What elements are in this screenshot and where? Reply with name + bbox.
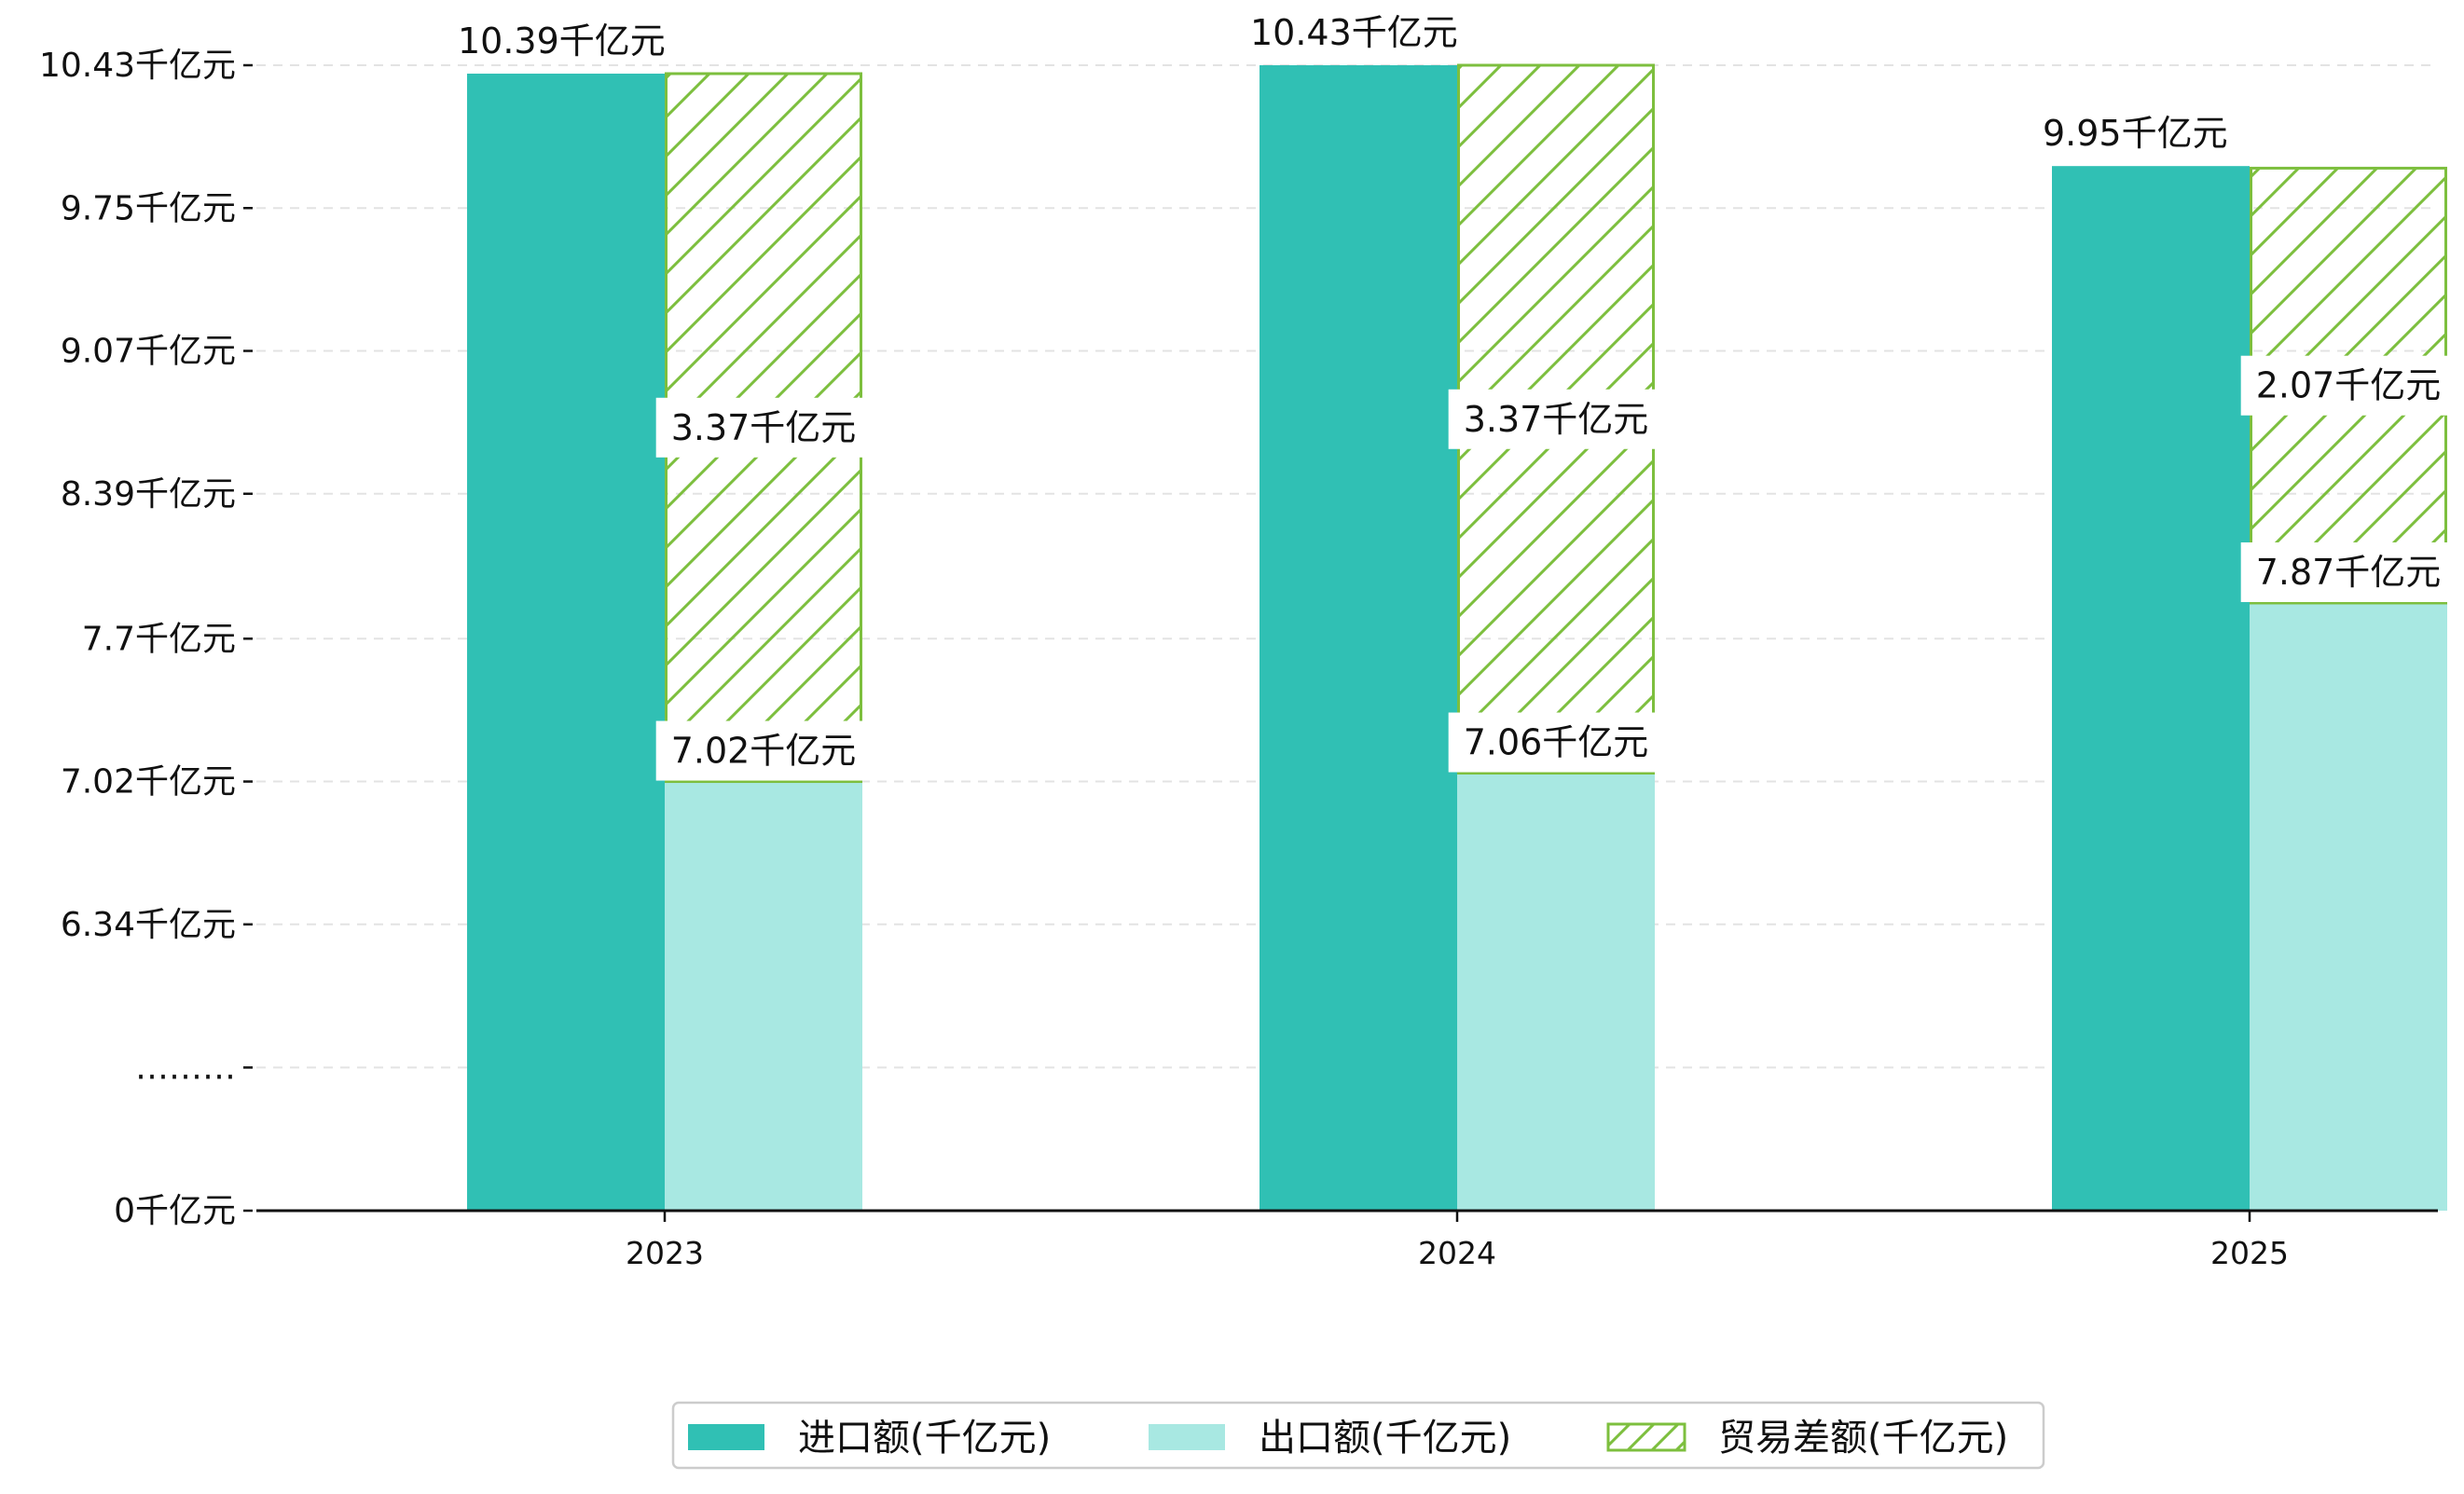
axes-layer: 0千亿元 ……… 6.34千亿元 7.02千亿元 7.7千亿元 8.39千亿元 9.07千亿… [39, 47, 2438, 1271]
data-label-box [655, 397, 872, 458]
legend: 进口额(千亿元) 出口额(千亿元) 贸易差额(千亿元) [671, 1401, 2045, 1470]
data-label-trade-balance: 3.37千亿元 [1464, 399, 1649, 440]
legend-label-2: 贸易差额(千亿元) [1718, 1417, 2008, 1460]
bar-import-2024 [1260, 65, 1457, 1211]
legend-label-1: 出口额(千亿元) [1259, 1417, 1511, 1460]
data-label-trade-balance: 2.07千亿元 [2256, 365, 2442, 406]
legend-label-0: 进口额(千亿元) [798, 1417, 1051, 1460]
x-tick-label: 2023 [626, 1235, 704, 1271]
bar-import-2025 [2052, 166, 2250, 1212]
data-label-box [1448, 389, 1664, 449]
y-tick-label: ……… [135, 1049, 236, 1087]
bar-export-2025 [2250, 602, 2447, 1211]
data-label-export: 7.87千亿元 [2256, 552, 2442, 593]
bar-export-2023 [665, 781, 862, 1211]
data-label-export: 7.02千亿元 [671, 731, 857, 772]
data-label-box [2240, 541, 2457, 602]
y-tick-label: 9.75千亿元 [61, 189, 236, 227]
data-label-box [1448, 712, 1664, 773]
data-label-trade-balance: 3.37千亿元 [671, 407, 857, 448]
y-tick-label: 10.43千亿元 [39, 47, 236, 85]
data-label-box [655, 720, 872, 781]
x-tick-label: 2024 [1418, 1235, 1496, 1271]
y-tick-label: 6.34千亿元 [61, 906, 236, 944]
data-label-import: 10.39千亿元 [458, 21, 666, 62]
data-label-export: 7.06千亿元 [1464, 722, 1649, 763]
legend-swatch-2 [1606, 1422, 1686, 1452]
bars-layer [467, 63, 2447, 1212]
x-tick-label: 2025 [2210, 1235, 2289, 1271]
legend-frame [671, 1401, 2045, 1470]
data-label-box [2240, 355, 2457, 416]
y-tick-label: 9.07千亿元 [61, 333, 236, 371]
legend-swatch-1 [1149, 1424, 1225, 1450]
bar-import-2023 [467, 74, 665, 1212]
legend-swatch-0 [688, 1424, 764, 1450]
data-label-import: 9.95千亿元 [2043, 113, 2228, 154]
y-tick-label: 7.02千亿元 [61, 763, 236, 802]
y-tick-label: 7.7千亿元 [82, 620, 236, 658]
data-label-import: 10.43千亿元 [1250, 12, 1458, 53]
data-labels-layer: 10.39千亿元 7.02千亿元 3.37千亿元 10.43千亿元 7.06千亿元 3.3… [458, 12, 2457, 781]
bar-export-2024 [1457, 773, 1655, 1211]
y-tick-label: 8.39千亿元 [61, 475, 236, 514]
y-tick-label: 0千亿元 [114, 1192, 236, 1230]
